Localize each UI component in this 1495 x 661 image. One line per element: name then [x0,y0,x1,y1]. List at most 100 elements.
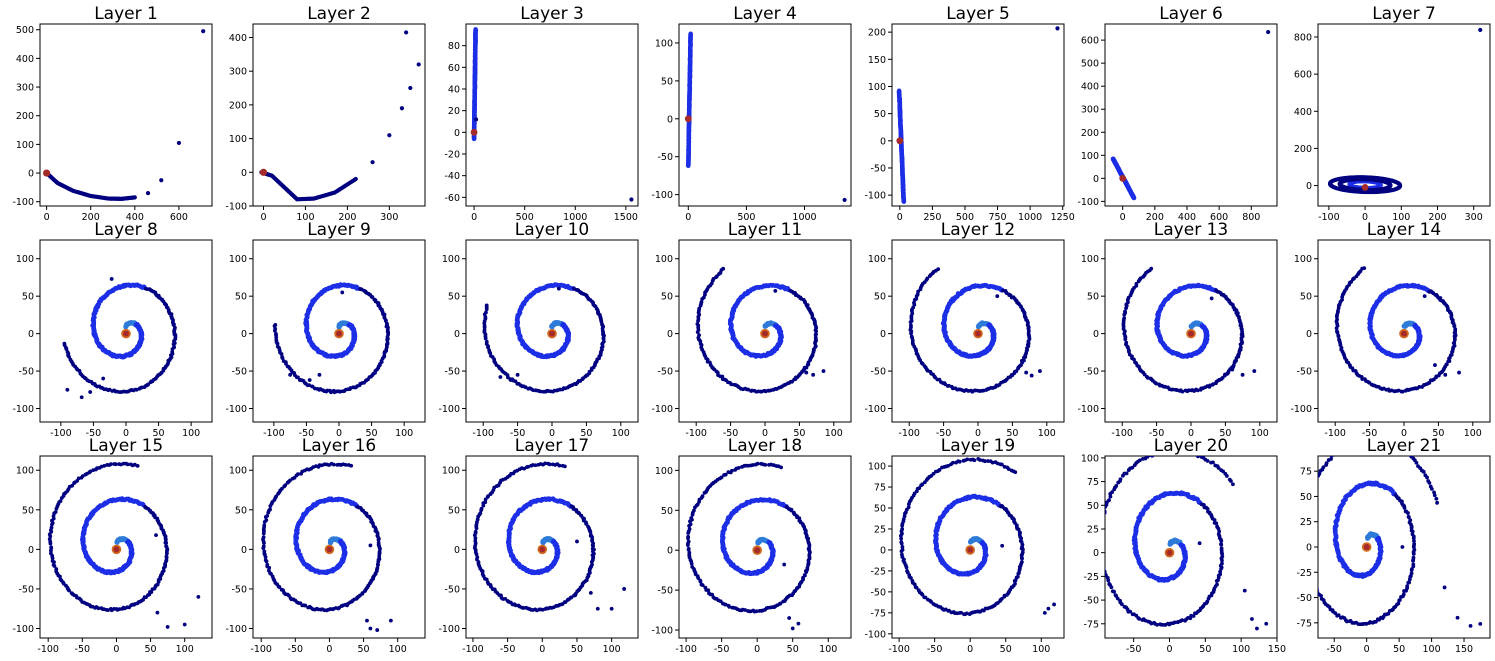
center-point [896,137,904,145]
x-tick-label: 600 [1210,212,1228,223]
x-tick-label: 100 [1038,428,1056,439]
plot-frame [39,455,213,639]
x-tick-label: 0 [336,428,342,439]
y-tick-label: 50 [235,505,247,516]
data-point [176,140,182,146]
y-tick-label: 100 [655,38,673,49]
data-point [132,195,137,200]
data-point [1433,363,1437,367]
data-point [1029,373,1034,378]
data-point [498,375,503,379]
y-tick-label: -100 [864,404,886,415]
center-point [1361,184,1369,191]
y-tick-label: -50 [18,367,34,378]
y-tick-label: 500 [1081,59,1099,70]
data-point [813,332,818,337]
data-point [274,494,279,499]
data-point [404,30,409,35]
data-point [145,191,151,196]
panel-title: Layer 16 [302,436,376,456]
data-point [331,388,336,393]
x-tick-label: 800 [1242,212,1260,223]
y-tick-label: 50 [661,76,673,87]
data-point [541,389,546,394]
data-point [70,483,75,488]
data-point [1134,281,1139,286]
isolated-point [1209,296,1214,301]
data-point [416,62,421,67]
points-group [259,30,421,202]
data-point [109,462,113,467]
data-point [262,523,267,528]
data-point [909,334,914,339]
x-tick-label: 0 [685,212,691,223]
y-tick-label: -40 [444,171,460,182]
x-tick-label: 50 [153,428,165,439]
x-tick-label: -50 [510,428,526,439]
x-tick-label: 0 [44,212,50,223]
x-tick-label: 50 [1432,428,1444,439]
panel-layer-5: Layer 50 250 500 750 1000 1250-100-5005010015… [864,4,1074,223]
y-tick-label: 0 [1093,329,1099,340]
y-tick-label: 40 [448,85,460,96]
data-point [265,562,270,567]
data-point [306,605,311,610]
data-point [487,348,492,353]
data-point [148,380,153,385]
x-tick-label: -50 [723,428,739,439]
data-point [274,338,279,343]
data-point [1446,359,1451,364]
isolated-point [773,289,778,293]
data-point [697,333,701,338]
points-group [47,461,201,629]
y-tick-label: 0 [667,114,673,125]
x-tick-label: 400 [1178,212,1196,223]
data-point [261,535,266,540]
x-tick-label: 200 [82,212,100,223]
y-tick-label: 50 [22,292,34,303]
data-point [1198,387,1203,392]
points-group [261,461,393,632]
data-point [732,382,737,387]
points-group [43,29,206,201]
center-point [1119,174,1127,182]
data-point [1336,333,1341,338]
points-group [896,26,1060,204]
y-tick-label: 100 [229,254,247,265]
y-tick-label: -100 [1077,404,1099,415]
data-point [99,606,104,611]
y-tick-label: 200 [229,100,247,111]
data-point [170,347,175,352]
data-point [695,322,700,326]
x-tick-label: -50 [288,644,304,655]
plot-frame [1104,23,1278,207]
panel-title: Layer 8 [94,220,158,240]
data-point [376,537,381,542]
panel-title: Layer 14 [1367,220,1441,240]
x-tick-label: 500 [737,212,755,223]
data-point [165,625,170,629]
x-tick-label: 50 [145,644,157,655]
x-tick-label: 250 [923,212,941,223]
data-point [102,463,107,468]
data-point [1240,372,1245,377]
data-point [1335,317,1339,322]
y-tick-label: -100 [1077,197,1099,208]
panel-title: Layer 11 [728,220,802,240]
y-tick-label: 100 [442,254,460,265]
y-tick-label: 100 [655,254,673,265]
outlier-point [1266,29,1271,35]
y-tick-label: 0 [241,329,247,340]
panel-title: Layer 3 [520,4,584,24]
data-point [697,306,702,311]
data-point [484,339,489,344]
x-tick-label: 100 [395,428,413,439]
y-tick-label: 600 [1081,36,1099,47]
data-point [1238,342,1243,347]
y-tick-label: 0 [1306,181,1312,192]
x-tick-label: -50 [86,428,102,439]
y-tick-label: 50 [661,292,673,303]
